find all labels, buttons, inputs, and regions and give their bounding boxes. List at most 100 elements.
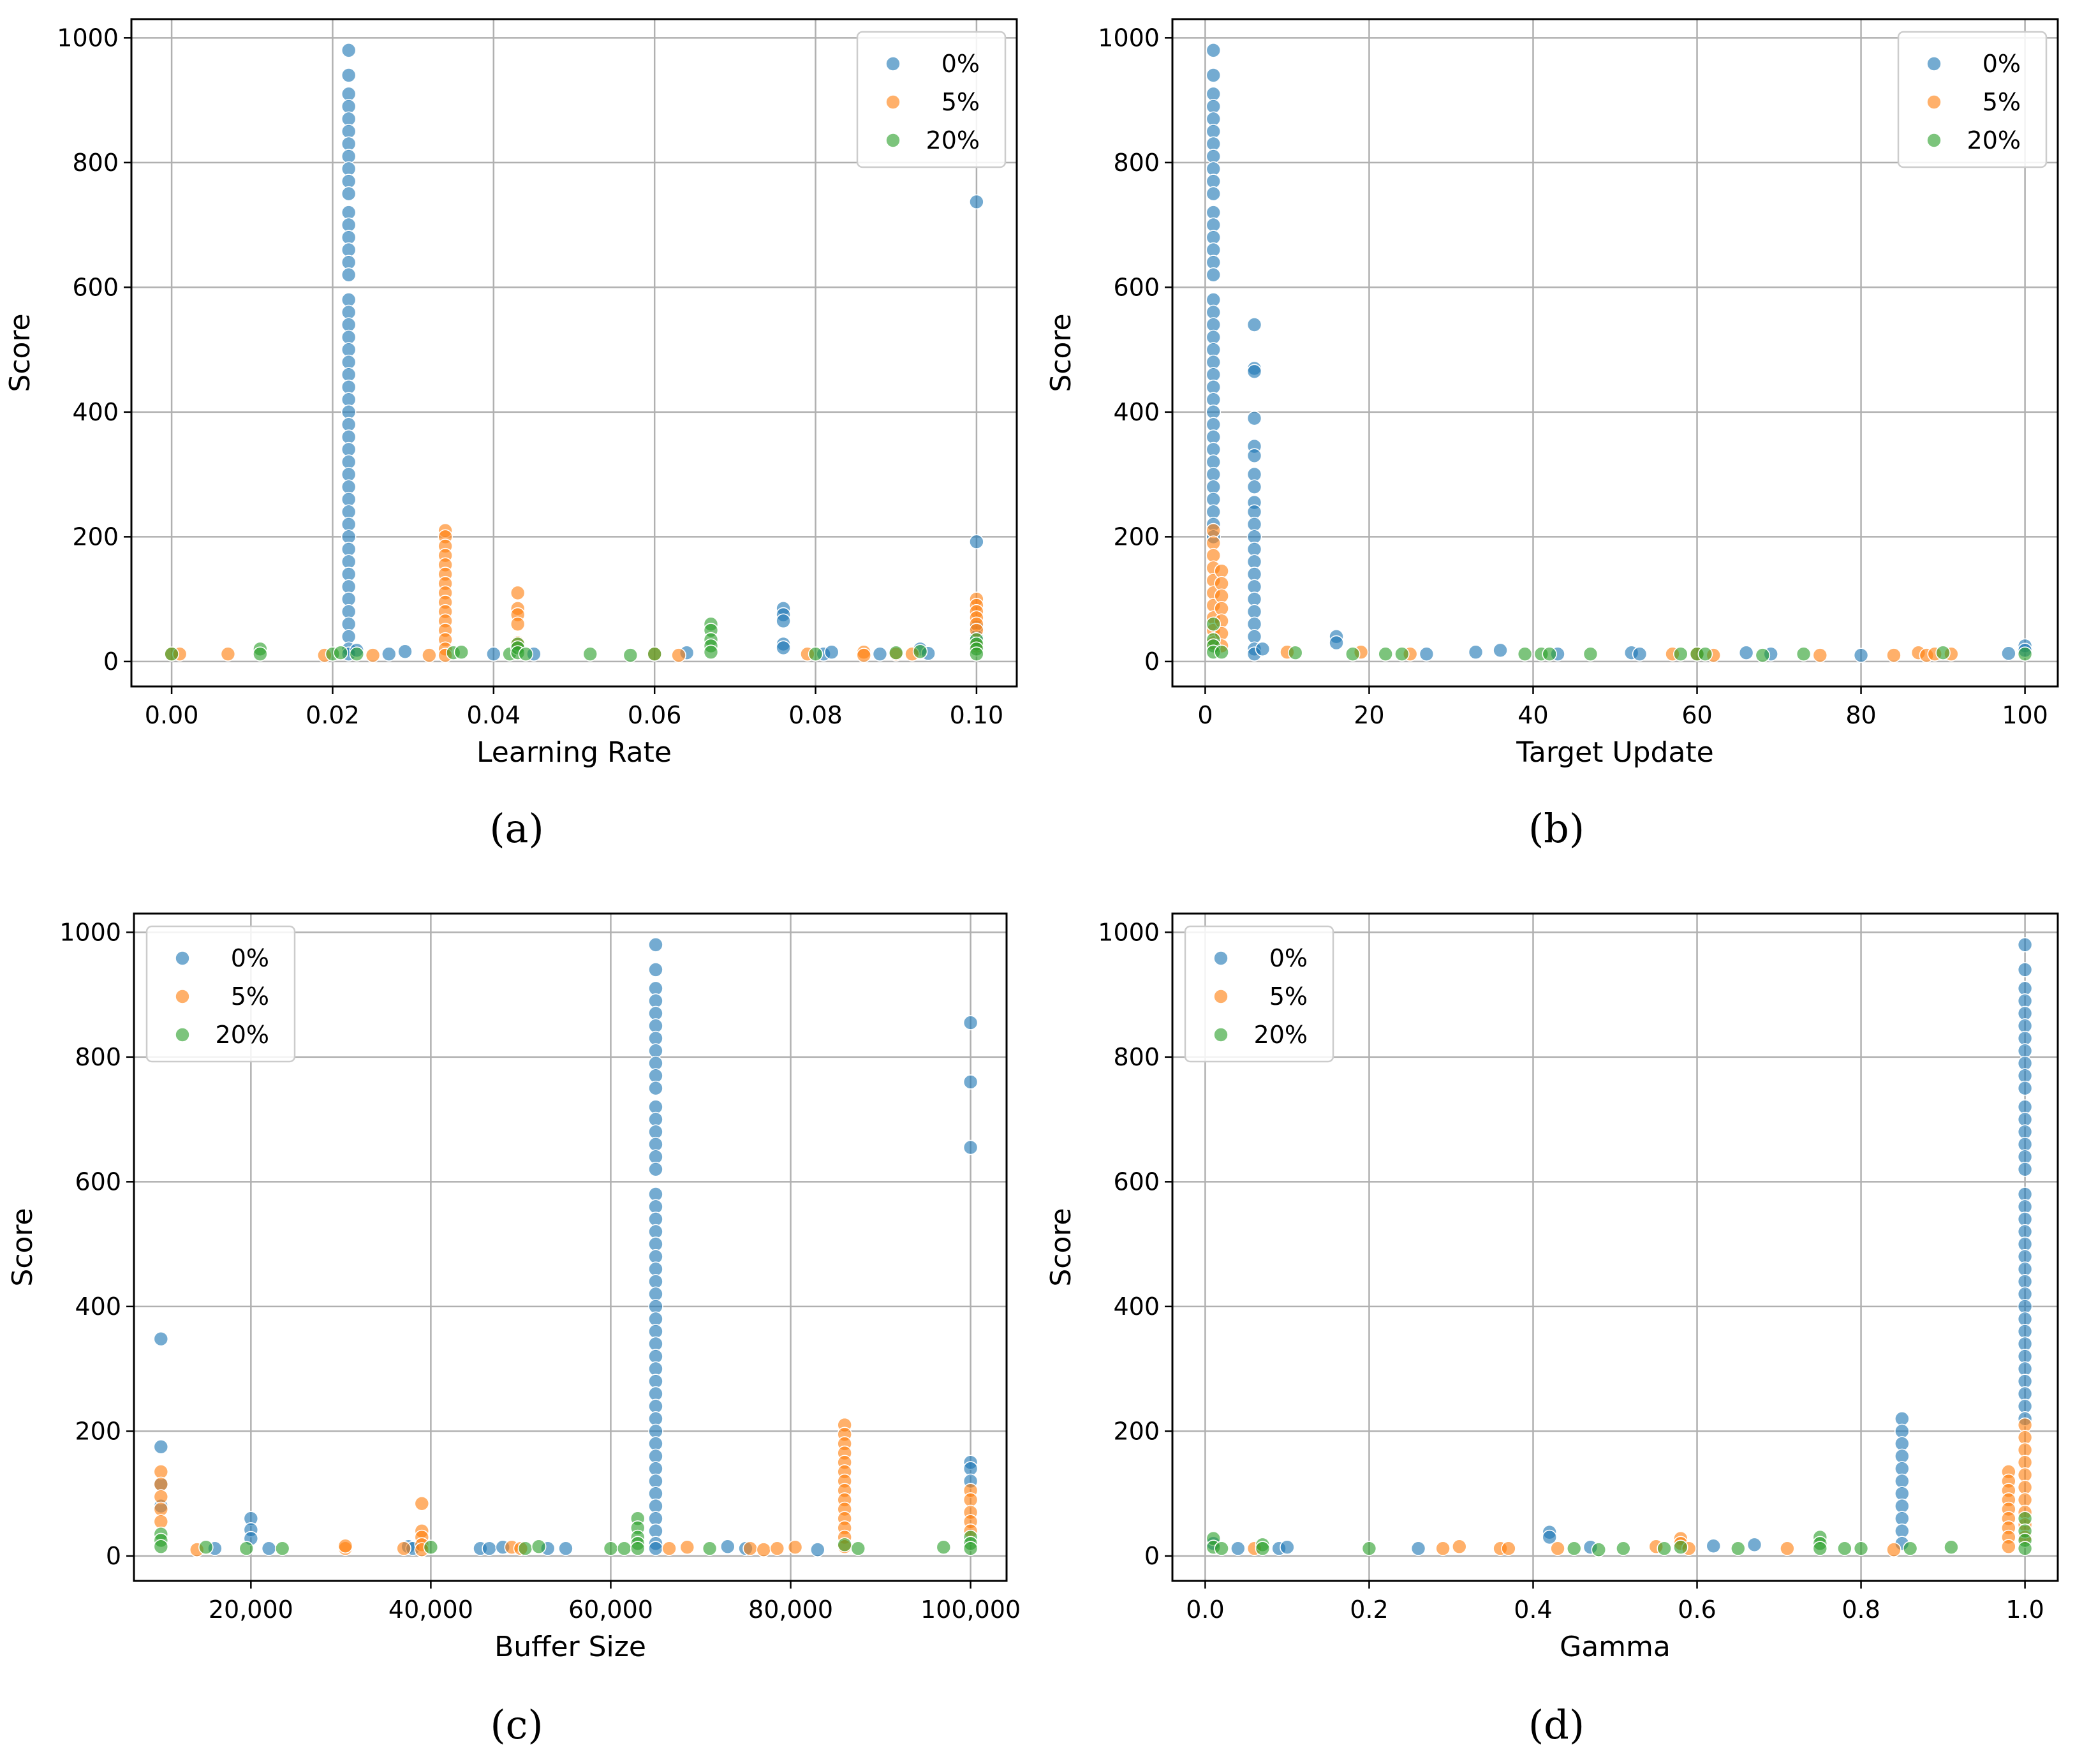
data-point xyxy=(1206,68,1222,83)
data-point xyxy=(1206,43,1222,58)
legend-marker xyxy=(175,989,190,1004)
data-point xyxy=(1886,648,1901,663)
data-point xyxy=(341,616,357,632)
data-point xyxy=(1206,136,1222,152)
data-point xyxy=(1853,1541,1869,1556)
x-tick-label: 100 xyxy=(2002,701,2048,729)
data-point xyxy=(648,1162,663,1177)
data-point xyxy=(1730,1541,1746,1556)
data-point xyxy=(2017,1018,2033,1034)
data-point xyxy=(1246,479,1262,494)
data-point xyxy=(341,628,357,644)
data-point xyxy=(1206,329,1222,345)
data-point xyxy=(1468,644,1484,660)
data-point xyxy=(1345,646,1361,662)
data-point xyxy=(2017,1386,2033,1402)
data-point xyxy=(1780,1541,1795,1556)
legend-entry: 5% xyxy=(1269,982,1308,1011)
data-point xyxy=(341,354,357,370)
legend-entry: 5% xyxy=(1983,88,2021,116)
data-point xyxy=(1206,292,1222,308)
data-point xyxy=(1246,517,1262,532)
data-point xyxy=(2017,937,2033,952)
legend: 0% 5% 20% xyxy=(145,925,296,1063)
data-point xyxy=(648,1055,663,1071)
data-point xyxy=(153,1439,169,1455)
data-point xyxy=(1894,1448,1910,1464)
data-point xyxy=(1206,504,1222,520)
legend-entry: 20% xyxy=(1967,126,2021,154)
data-point xyxy=(274,1541,290,1556)
data-point xyxy=(850,1541,866,1556)
data-point xyxy=(1206,255,1222,271)
x-tick-label: 40 xyxy=(1517,701,1548,729)
y-tick-label: 1000 xyxy=(59,918,121,946)
data-point xyxy=(648,962,663,977)
data-point xyxy=(648,1411,663,1427)
series-20pct xyxy=(164,616,984,663)
data-point xyxy=(1214,1541,1229,1556)
data-point xyxy=(341,174,357,189)
data-point xyxy=(1206,454,1222,470)
data-point xyxy=(2017,1398,2033,1414)
data-point xyxy=(1894,1411,1910,1427)
panel-label: (b) xyxy=(1528,805,1584,852)
series-0pct xyxy=(1206,43,2033,663)
data-point xyxy=(2017,646,2033,662)
legend-entry: 5% xyxy=(231,982,269,1011)
data-point xyxy=(341,392,357,408)
data-point xyxy=(1246,529,1262,545)
data-point xyxy=(2017,1068,2033,1083)
x-tick-label: 0.6 xyxy=(1678,1596,1716,1624)
x-tick-label: 60,000 xyxy=(568,1596,653,1624)
data-point xyxy=(1493,642,1508,658)
x-tick-label: 0.8 xyxy=(1842,1596,1880,1624)
data-point xyxy=(756,1542,772,1557)
data-point xyxy=(616,1541,632,1556)
data-point xyxy=(648,1436,663,1451)
data-point xyxy=(2017,1261,2033,1277)
data-point xyxy=(153,1501,169,1517)
data-point xyxy=(2017,1349,2033,1364)
data-point xyxy=(1894,1461,1910,1476)
data-point xyxy=(1894,1486,1910,1501)
y-tick-label: 0 xyxy=(1144,648,1160,676)
legend-entry: 0% xyxy=(942,50,980,78)
data-point xyxy=(1206,186,1222,202)
data-point xyxy=(856,648,872,663)
data-point xyxy=(2017,1442,2033,1458)
data-point xyxy=(1894,1436,1910,1451)
data-point xyxy=(1206,124,1222,139)
data-point xyxy=(1566,1541,1582,1556)
data-point xyxy=(1944,1539,1959,1555)
chart-panel-4: 0.0 0.2 0.4 0.6 0.8 1.0 0 200 400 600 800 1000 Gamma… xyxy=(1045,912,2059,1748)
data-point xyxy=(2017,1055,2033,1071)
data-point xyxy=(2017,962,2033,977)
data-point xyxy=(648,1498,663,1514)
chart-panel-3: 20,000 40,000 60,000 80,000 100,000 0 200 400 60… xyxy=(6,912,1021,1748)
data-point xyxy=(341,579,357,595)
data-point xyxy=(341,217,357,233)
data-point xyxy=(1246,317,1262,332)
data-point xyxy=(1632,646,1648,662)
y-tick-label: 600 xyxy=(1113,1167,1160,1196)
data-point xyxy=(1246,591,1262,607)
data-point xyxy=(341,304,357,320)
data-point xyxy=(648,1149,663,1165)
data-point xyxy=(1410,1541,1426,1556)
legend-marker xyxy=(885,133,901,148)
data-point xyxy=(2017,1043,2033,1058)
data-point xyxy=(2017,1249,2033,1264)
data-point xyxy=(2001,1539,2016,1555)
data-point xyxy=(648,1286,663,1302)
plot-frame xyxy=(130,18,1018,688)
data-point xyxy=(1255,1541,1271,1556)
data-point xyxy=(1246,628,1262,644)
data-point xyxy=(341,367,357,383)
data-point xyxy=(341,554,357,570)
data-point xyxy=(787,1539,803,1555)
data-point xyxy=(647,646,662,662)
data-point xyxy=(341,491,357,507)
data-point xyxy=(648,1068,663,1083)
data-point xyxy=(823,644,839,660)
